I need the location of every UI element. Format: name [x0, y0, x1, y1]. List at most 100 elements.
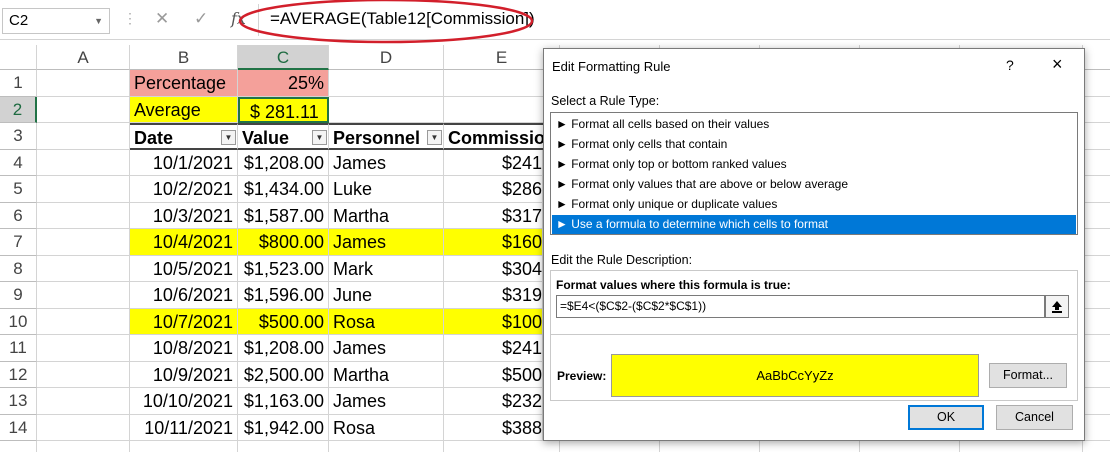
table-header[interactable]: Personnel	[329, 123, 444, 150]
cell[interactable]	[1083, 441, 1110, 452]
cell[interactable]	[1083, 150, 1110, 176]
formula-input[interactable]	[258, 4, 1110, 36]
row-header[interactable]: 9	[0, 282, 37, 309]
collapse-button[interactable]	[1045, 295, 1069, 318]
ok-button[interactable]: OK	[908, 405, 984, 430]
rule-type-item[interactable]: ► Format only values that are above or b…	[556, 177, 849, 191]
row-header[interactable]: 3	[0, 123, 37, 150]
cell[interactable]	[1083, 415, 1110, 441]
personnel-cell[interactable]: Luke	[329, 176, 444, 203]
personnel-cell[interactable]: James	[329, 149, 444, 176]
date-cell[interactable]: 10/7/2021	[130, 308, 238, 335]
name-box[interactable]: C2 ▼	[2, 8, 110, 34]
row-header[interactable]: 13	[0, 388, 37, 415]
cell[interactable]	[660, 441, 760, 452]
help-button[interactable]: ?	[1006, 57, 1014, 73]
cell[interactable]	[1083, 203, 1110, 229]
column-header[interactable]: A	[37, 45, 130, 70]
date-cell[interactable]: 10/2/2021	[130, 176, 238, 203]
rule-type-item[interactable]: ► Format all cells based on their values	[556, 117, 770, 131]
rule-type-item[interactable]: ► Format only unique or duplicate values	[556, 197, 778, 211]
row-header[interactable]: 14	[0, 414, 37, 441]
column-header[interactable]: K	[1083, 45, 1110, 70]
cancel-button[interactable]: Cancel	[996, 405, 1073, 430]
commission-cell[interactable]: $304	[444, 255, 543, 282]
rule-type-item[interactable]: ► Format only cells that contain	[556, 137, 728, 151]
table-header[interactable]: Date	[130, 123, 238, 150]
value-cell[interactable]: $1,587.00	[238, 202, 329, 229]
cell[interactable]	[130, 441, 238, 452]
commission-cell[interactable]: $317	[444, 202, 543, 229]
date-cell[interactable]: 10/1/2021	[130, 149, 238, 176]
personnel-cell[interactable]: James	[329, 335, 444, 362]
cell[interactable]	[37, 202, 130, 229]
row-header[interactable]: 11	[0, 335, 37, 362]
cell[interactable]	[1083, 309, 1110, 335]
value-cell[interactable]: $800.00	[238, 229, 329, 256]
column-header[interactable]: B	[130, 45, 238, 70]
value-cell[interactable]: $1,523.00	[238, 255, 329, 282]
cell[interactable]	[1083, 282, 1110, 309]
cell[interactable]	[37, 441, 130, 452]
commission-cell[interactable]: $500	[444, 361, 543, 388]
personnel-cell[interactable]: James	[329, 229, 444, 256]
column-header[interactable]: D	[329, 45, 444, 70]
cell[interactable]	[37, 335, 130, 362]
filter-button[interactable]: ▼	[221, 130, 236, 145]
rule-formula-input[interactable]: =$E4<($C$2-($C$2*$C$1))	[556, 295, 1045, 318]
commission-cell[interactable]: $241	[444, 335, 543, 362]
cell[interactable]	[37, 96, 130, 123]
cell[interactable]	[37, 361, 130, 388]
date-cell[interactable]: 10/11/2021	[130, 414, 238, 441]
value-cell[interactable]: $1,208.00	[238, 149, 329, 176]
commission-cell[interactable]: $388	[444, 414, 543, 441]
cell[interactable]	[37, 70, 130, 97]
date-cell[interactable]: 10/5/2021	[130, 255, 238, 282]
row-header[interactable]: 7	[0, 229, 37, 256]
date-cell[interactable]: 10/4/2021	[130, 229, 238, 256]
cell[interactable]	[37, 176, 130, 203]
cell[interactable]	[37, 229, 130, 256]
label-cell[interactable]: Percentage	[130, 70, 238, 97]
personnel-cell[interactable]: June	[329, 282, 444, 309]
cell[interactable]	[1083, 176, 1110, 203]
cancel-icon[interactable]: ✕	[155, 9, 170, 28]
cell[interactable]	[1083, 70, 1110, 97]
date-cell[interactable]: 10/10/2021	[130, 388, 238, 415]
value-cell[interactable]: $2,500.00	[238, 361, 329, 388]
cell[interactable]	[329, 441, 444, 452]
label-cell[interactable]: Average	[130, 96, 238, 123]
cell[interactable]	[37, 255, 130, 282]
personnel-cell[interactable]: Mark	[329, 255, 444, 282]
personnel-cell[interactable]: James	[329, 388, 444, 415]
cell[interactable]	[1083, 388, 1110, 415]
cell[interactable]	[329, 70, 444, 97]
cell[interactable]	[37, 282, 130, 309]
value-cell[interactable]: $1,163.00	[238, 388, 329, 415]
table-header[interactable]: Value	[238, 123, 329, 150]
row-header[interactable]	[0, 441, 37, 452]
date-cell[interactable]: 10/8/2021	[130, 335, 238, 362]
commission-cell[interactable]: $100	[444, 308, 543, 335]
personnel-cell[interactable]: Martha	[329, 361, 444, 388]
row-header[interactable]: 4	[0, 149, 37, 176]
cell[interactable]	[37, 308, 130, 335]
row-header[interactable]: 12	[0, 361, 37, 388]
enter-icon[interactable]: ✓	[194, 9, 209, 28]
value-cell[interactable]: $1,596.00	[238, 282, 329, 309]
cell[interactable]	[444, 441, 560, 452]
commission-cell[interactable]: $286	[444, 176, 543, 203]
cell[interactable]	[1083, 229, 1110, 256]
cell[interactable]	[37, 123, 130, 150]
cell[interactable]	[37, 149, 130, 176]
cell[interactable]	[560, 441, 660, 452]
cell[interactable]	[37, 388, 130, 415]
value-cell[interactable]: $1,208.00	[238, 335, 329, 362]
cell[interactable]	[329, 96, 444, 123]
personnel-cell[interactable]: Rosa	[329, 414, 444, 441]
personnel-cell[interactable]: Rosa	[329, 308, 444, 335]
row-header[interactable]: 10	[0, 308, 37, 335]
cell[interactable]	[860, 441, 960, 452]
value-cell[interactable]: $1,942.00	[238, 414, 329, 441]
value-cell[interactable]: $1,434.00	[238, 176, 329, 203]
